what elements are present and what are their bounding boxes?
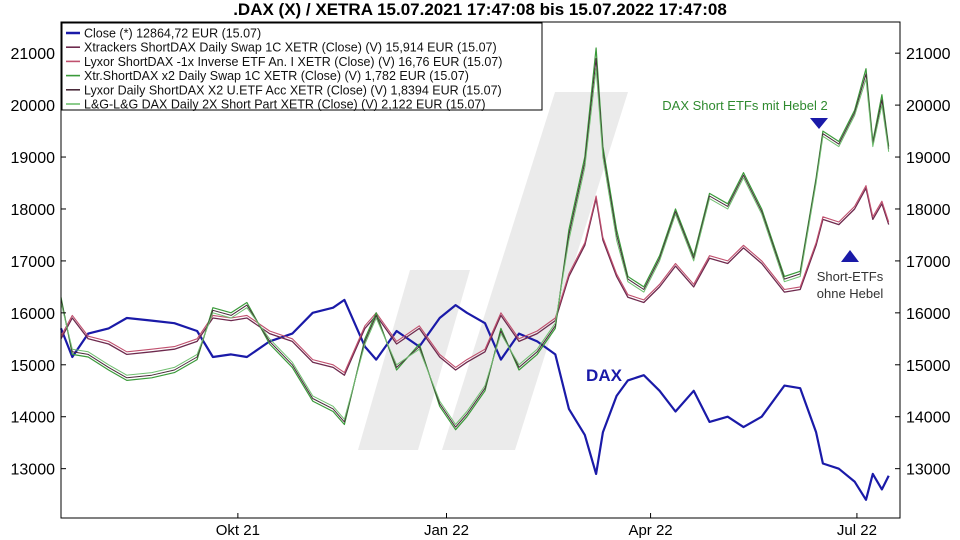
legend-entry: Lyxor ShortDAX -1x Inverse ETF An. I XET… bbox=[84, 55, 502, 69]
y-tick-label-right: 20000 bbox=[906, 98, 951, 115]
legend-entry: L&G-L&G DAX Daily 2X Short Part XETR (Cl… bbox=[84, 98, 486, 112]
legend-entry: Xtr.ShortDAX x2 Daily Swap 1C XETR (Clos… bbox=[84, 69, 469, 83]
y-axis-left: 13000 14000 15000 16000 17000 18000 19000 20000… bbox=[11, 46, 66, 479]
y-tick-label-right: 19000 bbox=[906, 150, 951, 167]
x-tick-label: Apr 22 bbox=[628, 522, 672, 539]
x-tick-label: Jul 22 bbox=[837, 522, 877, 539]
chart-title: .DAX (X) / XETRA 15.07.2021 17:47:08 bis… bbox=[233, 0, 727, 19]
marker-down-triangle bbox=[810, 118, 828, 129]
y-tick-label-right: 18000 bbox=[906, 202, 951, 219]
y-tick-label-right: 14000 bbox=[906, 410, 951, 427]
legend-entry: Xtrackers ShortDAX Daily Swap 1C XETR (C… bbox=[84, 41, 497, 55]
y-axis-right: 13000 14000 15000 16000 17000 18000 19000 20000… bbox=[895, 46, 951, 479]
plot-frame bbox=[60, 21, 901, 519]
y-tick-label-right: 17000 bbox=[906, 254, 951, 271]
annotation-unleveraged-1: Short-ETFs bbox=[817, 269, 884, 284]
y-tick-label-left: 19000 bbox=[11, 150, 56, 167]
y-tick-label-left: 21000 bbox=[11, 46, 56, 63]
x-tick-label: Jan 22 bbox=[424, 522, 469, 539]
x-tick-label: Okt 21 bbox=[216, 522, 260, 539]
legend: Close (*) 12864,72 EUR (15.07)Xtrackers … bbox=[61, 22, 543, 112]
y-tick-label-left: 16000 bbox=[11, 306, 56, 323]
y-tick-label-right: 21000 bbox=[906, 46, 951, 63]
series-line-1 bbox=[60, 187, 890, 376]
plot-area bbox=[59, 47, 890, 501]
legend-entry: Close (*) 12864,72 EUR (15.07) bbox=[84, 27, 261, 41]
legend-box bbox=[61, 22, 543, 111]
y-tick-label-left: 20000 bbox=[11, 98, 56, 115]
y-tick-label-left: 15000 bbox=[11, 358, 56, 375]
series-line-4 bbox=[60, 57, 890, 428]
x-axis: Okt 21 Jan 22 Apr 22 Jul 22 bbox=[216, 513, 877, 539]
y-tick-label-left: 13000 bbox=[11, 462, 56, 479]
y-tick-label-left: 17000 bbox=[11, 254, 56, 271]
marker-up-triangle bbox=[841, 250, 859, 262]
series-line-5 bbox=[60, 68, 890, 425]
annotation-dax: DAX bbox=[586, 366, 623, 385]
y-tick-label-right: 16000 bbox=[906, 306, 951, 323]
series-line-3 bbox=[60, 47, 890, 431]
annotation-leveraged: DAX Short ETFs mit Hebel 2 bbox=[662, 98, 827, 113]
series-line-2 bbox=[60, 185, 890, 374]
watermark-logo bbox=[442, 92, 628, 450]
y-tick-label-left: 14000 bbox=[11, 410, 56, 427]
legend-entry: Lyxor Daily ShortDAX X2 U.ETF Acc XETR (… bbox=[84, 83, 502, 97]
y-tick-label-left: 18000 bbox=[11, 202, 56, 219]
y-tick-label-right: 13000 bbox=[906, 462, 951, 479]
y-tick-label-right: 15000 bbox=[906, 358, 951, 375]
annotation-unleveraged-2: ohne Hebel bbox=[817, 286, 884, 301]
